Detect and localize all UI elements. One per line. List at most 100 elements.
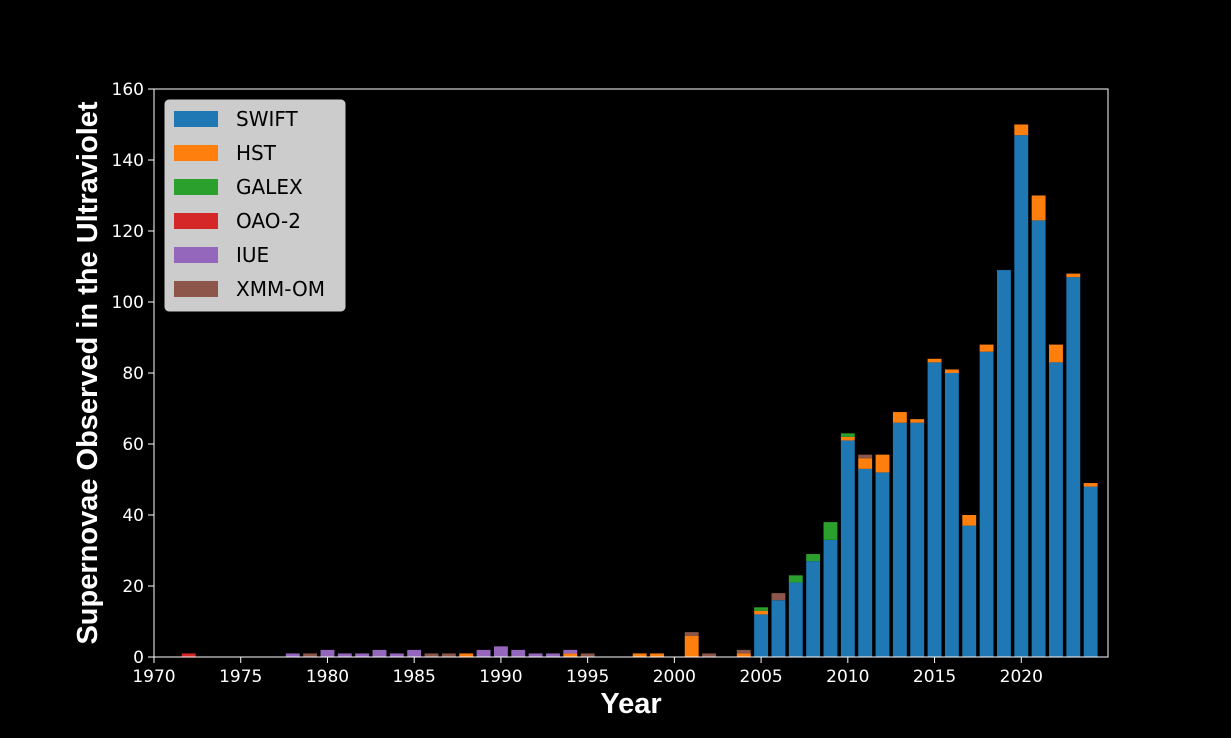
bar-hst-2023 [1066,273,1081,278]
bar-iue-1991 [511,649,526,657]
bar-swift-2009 [823,539,838,657]
bar-oao-2-1972 [181,653,196,657]
bar-iue-1994 [563,649,578,654]
x-tick-label: 2000 [653,667,696,687]
y-axis-title: Supernovae Observed in the Ultraviolet [72,101,104,644]
bar-galex-2009 [823,522,838,540]
x-tick-label: 1995 [566,667,609,687]
x-tick-label: 1990 [479,667,522,687]
bar-galex-2008 [806,554,821,562]
legend-label-oao-2: OAO-2 [236,209,301,233]
bar-hst-2001 [684,635,699,657]
legend-swatch-iue [174,247,218,263]
bar-swift-2014 [910,422,925,657]
bar-hst-2017 [962,515,977,526]
x-tick-label: 1980 [306,667,349,687]
bar-swift-2021 [1031,220,1046,657]
bar-swift-2022 [1049,362,1063,657]
bar-hst-2015 [927,358,942,363]
bar-swift-2012 [875,472,890,657]
bar-xmm-om-1987 [441,653,456,657]
bar-hst-2005 [754,610,769,615]
bar-hst-2021 [1031,195,1046,221]
legend-swatch-galex [174,179,218,195]
bar-xmm-om-1979 [303,653,318,657]
x-tick-label: 1985 [393,667,436,687]
bar-swift-2013 [892,422,907,657]
bar-swift-2020 [1014,135,1029,657]
bar-hst-2018 [979,344,994,352]
bar-xmm-om-2002 [702,653,716,657]
bar-iue-1984 [389,653,404,657]
bar-iue-1990 [493,646,508,657]
bar-hst-1994 [563,653,578,657]
bar-swift-2015 [927,362,942,657]
bars-layer [181,124,1098,657]
legend-swatch-swift [174,111,218,127]
bar-swift-2007 [788,582,803,657]
bar-hst-1988 [459,653,474,657]
bar-iue-1983 [372,649,387,657]
x-axis-title: Year [600,688,661,720]
bar-hst-2010 [840,436,855,441]
bar-hst-2013 [892,412,907,423]
y-tick-label: 40 [122,506,144,526]
y-tick-label: 60 [122,435,144,455]
bar-galex-2007 [788,575,803,583]
y-tick-label: 140 [112,151,144,171]
bar-swift-2016 [944,373,959,657]
bar-hst-2011 [858,458,873,469]
bar-xmm-om-2001 [684,632,699,636]
legend: SWIFT HST GALEX OAO-2 IUE XMM-OM [164,99,346,312]
bar-xmm-om-1995 [580,653,595,657]
bar-swift-2023 [1066,277,1081,657]
y-tick-label: 80 [122,364,144,384]
bar-iue-1992 [528,653,543,657]
bar-swift-2018 [979,351,994,657]
bar-swift-2011 [858,468,873,657]
bar-iue-1989 [476,649,491,657]
bar-galex-2005 [754,607,769,611]
legend-label-xmm-om: XMM-OM [236,277,325,301]
bar-hst-2022 [1049,344,1063,363]
x-tick-label: 1975 [219,667,262,687]
bar-hst-2020 [1014,124,1029,136]
bar-hst-2024 [1083,483,1098,487]
legend-label-swift: SWIFT [236,107,299,131]
bar-xmm-om-1986 [424,653,439,657]
bar-iue-1993 [546,653,560,657]
bar-hst-1999 [650,653,664,657]
x-tick-label: 2020 [1000,667,1043,687]
bar-hst-2004 [736,653,751,657]
legend-label-galex: GALEX [236,175,303,199]
legend-swatch-hst [174,145,218,161]
bar-swift-2006 [771,600,786,657]
bar-swift-2024 [1083,486,1098,657]
legend-swatch-oao-2 [174,213,218,229]
bar-iue-1980 [320,649,335,657]
bar-hst-2012 [875,454,890,473]
bar-swift-2017 [962,525,977,657]
y-tick-label: 20 [122,577,144,597]
bar-xmm-om-2006 [771,593,786,601]
bar-swift-2010 [840,440,855,657]
x-axis-ticks: 1970 1975 1980 1985 1990 1995 2000 2005 2010 2015… [132,657,1043,687]
legend-label-hst: HST [236,141,277,165]
bar-galex-2010 [840,433,855,437]
legend-swatch-xmm-om [174,281,218,297]
legend-label-iue: IUE [236,243,269,267]
bar-iue-1982 [355,653,370,657]
bar-iue-1981 [337,653,352,657]
y-tick-label: 160 [112,80,144,100]
x-tick-label: 2005 [739,667,782,687]
x-tick-label: 2010 [826,667,869,687]
x-tick-label: 2015 [913,667,956,687]
x-tick-label: 1970 [132,667,175,687]
bar-swift-2019 [996,270,1011,657]
y-axis-ticks: 0 20 40 60 80 100 120 140 160 [112,80,154,668]
bar-xmm-om-2004 [736,649,751,654]
y-tick-label: 100 [112,293,144,313]
y-tick-label: 120 [112,222,144,242]
bar-iue-1985 [407,649,422,657]
